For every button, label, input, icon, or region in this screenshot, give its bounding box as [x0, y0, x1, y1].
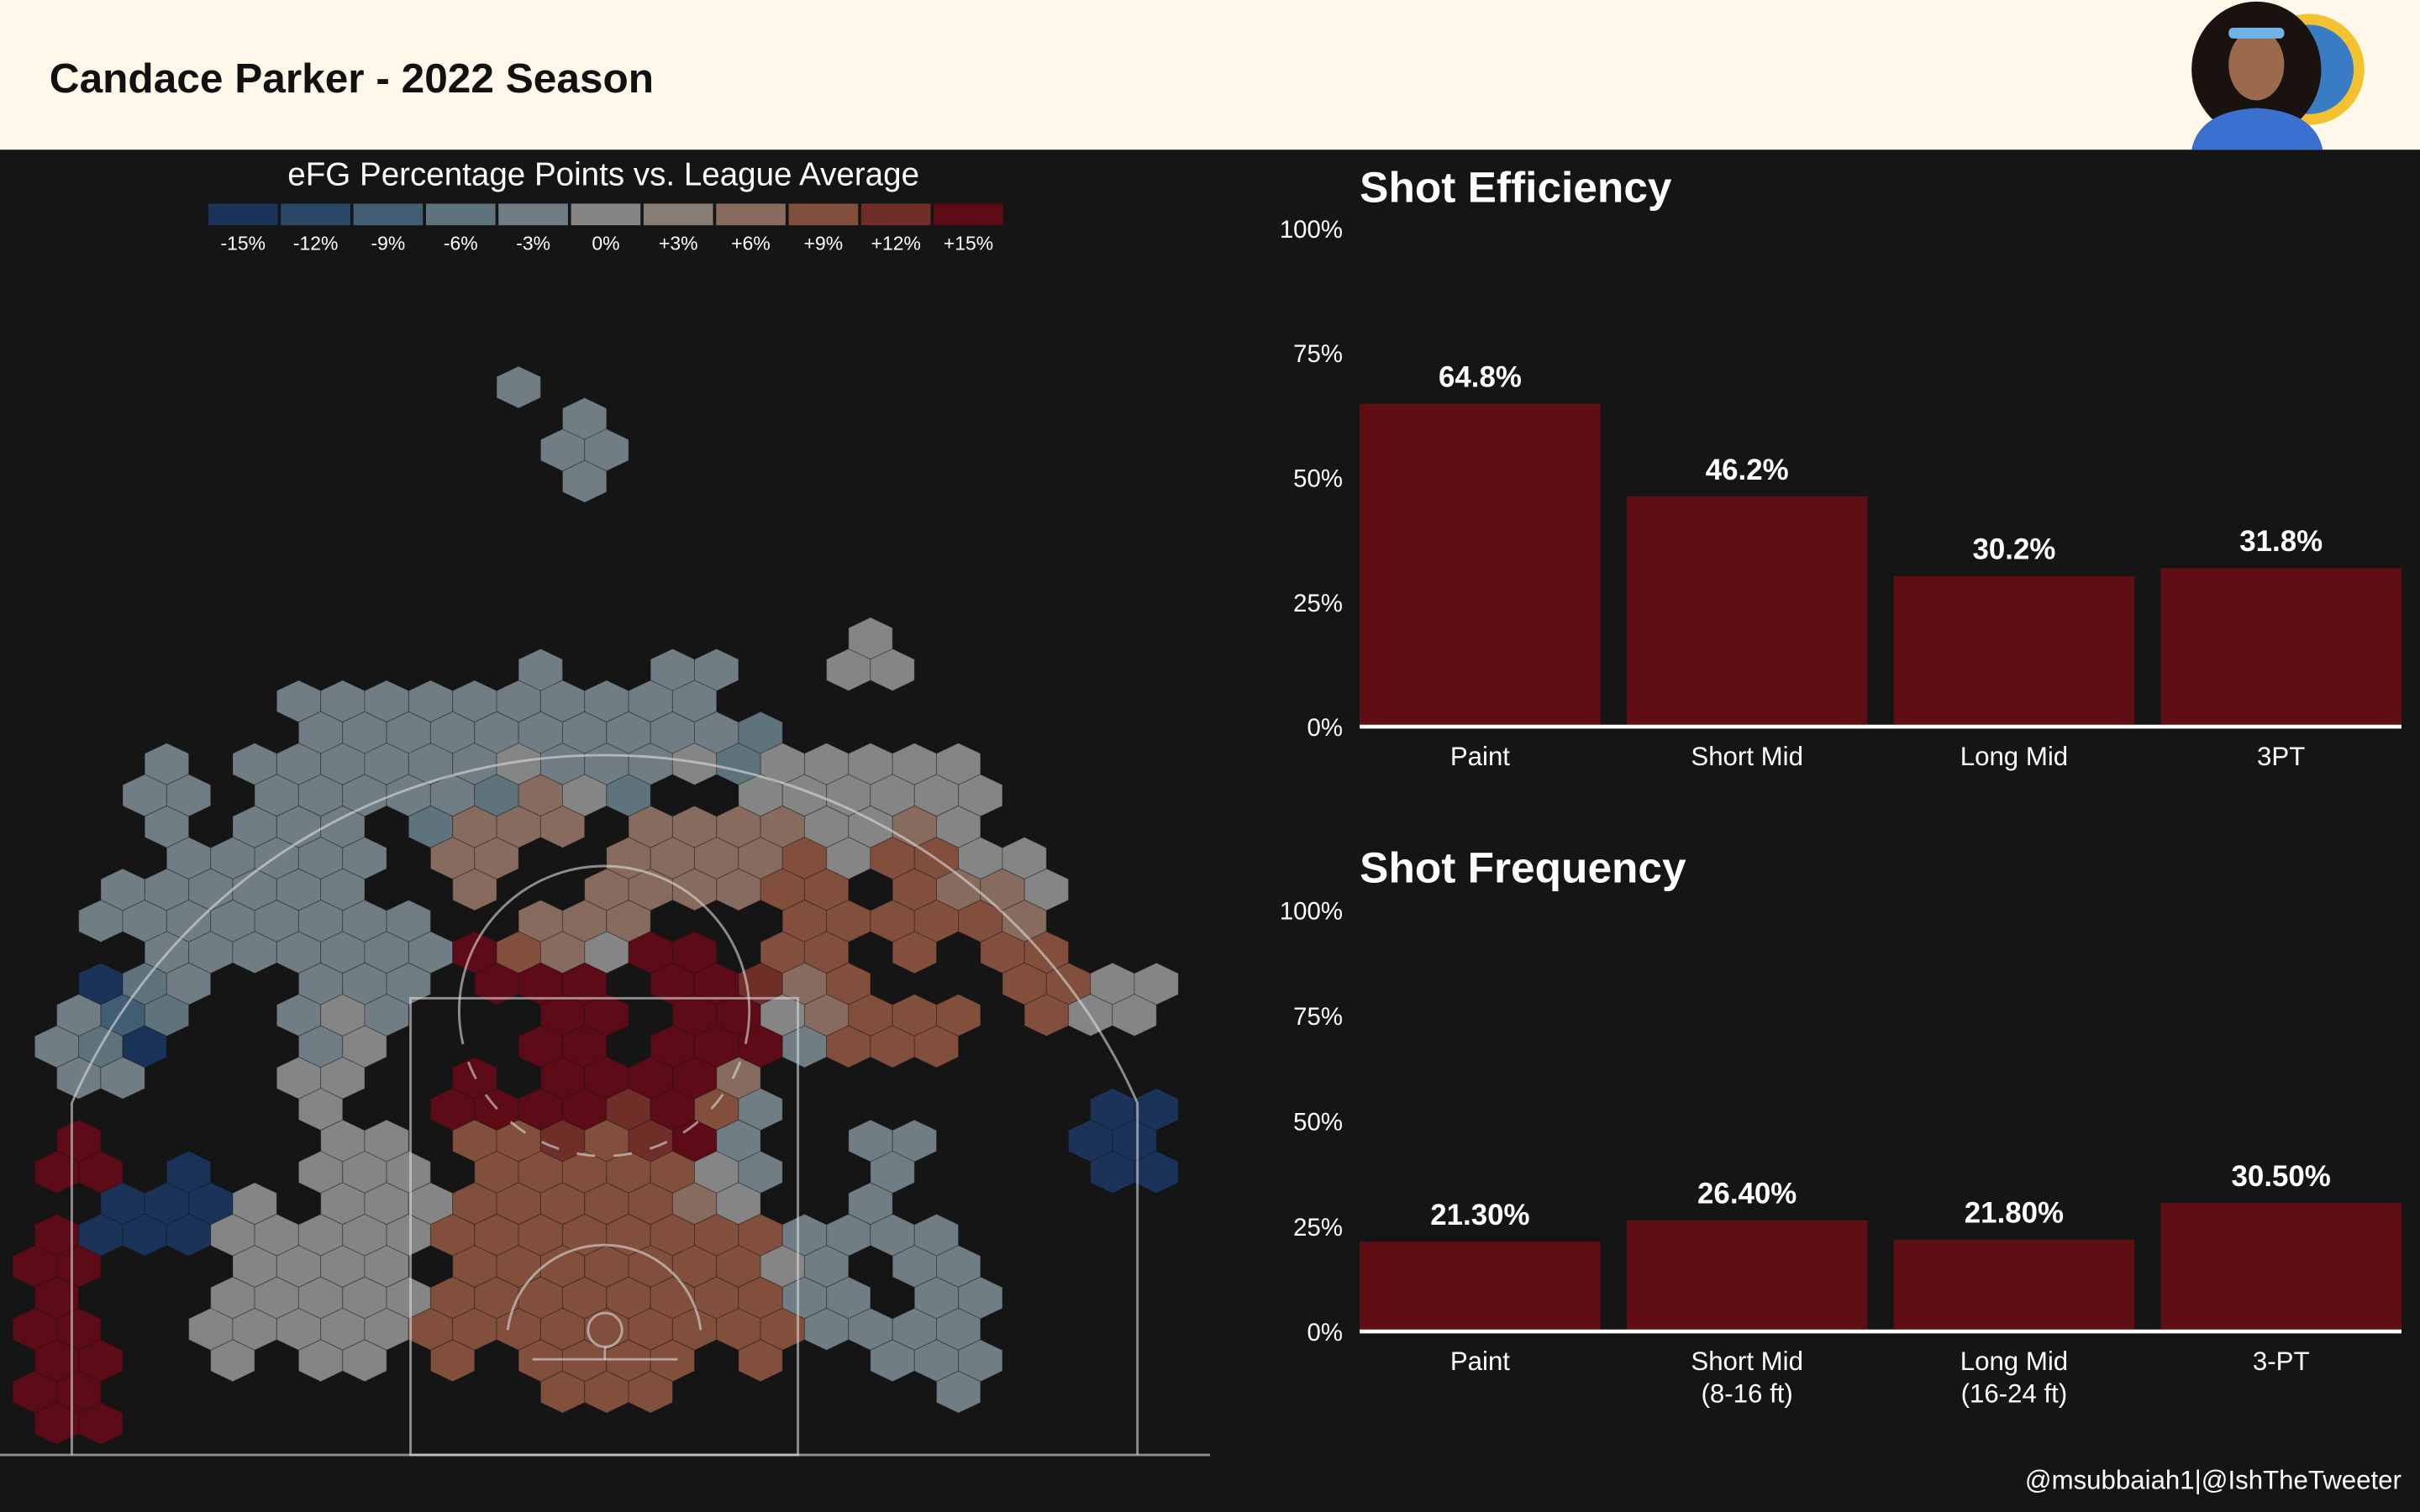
legend-swatch — [860, 203, 931, 226]
headband — [2228, 28, 2285, 39]
y-tick-label: 75% — [1293, 1003, 1343, 1031]
y-tick-label: 25% — [1293, 1214, 1343, 1242]
category-label: Short Mid — [1691, 1347, 1803, 1376]
bar-value-label: 26.40% — [1697, 1178, 1797, 1210]
bar-long-mid — [1893, 1239, 2135, 1332]
bar-3-pt — [2160, 1203, 2402, 1332]
hexbin — [1112, 993, 1157, 1037]
legend-label: 0% — [592, 233, 619, 255]
category-label: Short Mid — [1691, 742, 1803, 771]
legend-swatch — [208, 203, 278, 226]
category-label: Long Mid — [1960, 742, 2068, 771]
bar-3pt — [2160, 568, 2402, 727]
legend-label: +3% — [659, 233, 698, 255]
category-label: Paint — [1450, 742, 1510, 771]
bar-short-mid — [1626, 1220, 1868, 1332]
hexbin — [496, 365, 541, 409]
category-label: Long Mid — [1960, 1347, 2068, 1376]
legend-label: +15% — [944, 233, 993, 255]
shot-frequency-chart: Shot Frequency 0% 25% 50% 75% 100% 21.30% Pain… — [1280, 843, 2402, 1409]
legend-label: -6% — [444, 233, 478, 255]
hexbin — [78, 1401, 124, 1446]
free-throw-circle — [458, 864, 751, 1026]
hexbin — [452, 868, 497, 911]
legend-title: eFG Percentage Points vs. League Average — [287, 156, 919, 192]
hexbin — [539, 805, 586, 848]
chart-title: Shot Efficiency — [1360, 163, 1672, 212]
header: Candace Parker - 2022 Season — [0, 0, 2420, 150]
y-tick-label: 100% — [1280, 216, 1343, 244]
y-tick-label: 0% — [1307, 1319, 1342, 1347]
hexbin — [429, 1339, 476, 1383]
y-tick-label: 0% — [1307, 714, 1342, 742]
hexbin — [628, 1370, 673, 1414]
color-legend: eFG Percentage Points vs. League Average… — [208, 156, 1003, 255]
hexbin — [738, 1339, 783, 1383]
court-lines — [0, 753, 1210, 1457]
three-point-line — [70, 753, 1139, 1456]
credit-text: @msubbaiah1|@IshTheTweeter — [2025, 1465, 2402, 1494]
category-sublabel: (8-16 ft) — [1702, 1379, 1793, 1409]
paint — [409, 996, 800, 1457]
legend-label: -3% — [516, 233, 550, 255]
legend-swatch — [716, 203, 786, 226]
category-sublabel: (16-24 ft) — [1961, 1379, 2068, 1409]
legend-swatch — [281, 203, 350, 226]
hexbin — [1134, 1150, 1179, 1194]
bar-paint — [1360, 403, 1601, 727]
category-label: 3PT — [2257, 742, 2305, 771]
legend-label: -9% — [371, 233, 406, 255]
y-tick-label: 75% — [1293, 340, 1343, 368]
restricted-area — [506, 1243, 702, 1331]
page-title: Candace Parker - 2022 Season — [50, 55, 654, 102]
hexbin — [892, 931, 938, 974]
header-bar — [0, 0, 2420, 150]
hexbin-layer — [12, 365, 1179, 1446]
face — [2228, 29, 2285, 101]
legend-label: -15% — [221, 233, 266, 255]
legend-label: -12% — [293, 233, 339, 255]
legend-label: +6% — [731, 233, 771, 255]
y-tick-label: 50% — [1293, 465, 1343, 492]
bar-value-label: 30.50% — [2232, 1160, 2331, 1193]
hexbin — [870, 648, 915, 692]
hexbin — [100, 1056, 145, 1100]
legend-swatch — [571, 203, 641, 226]
legend-swatch — [643, 203, 713, 226]
hexbin — [561, 459, 608, 503]
bar-value-label: 30.2% — [1972, 533, 2055, 566]
bar-value-label: 21.80% — [1965, 1197, 2064, 1230]
category-label: 3-PT — [2253, 1347, 2310, 1376]
bar-short-mid — [1626, 496, 1868, 727]
bar-value-label: 21.30% — [1430, 1199, 1529, 1231]
bar-long-mid — [1893, 575, 2135, 727]
y-tick-label: 25% — [1293, 590, 1343, 617]
hexbin — [935, 1370, 981, 1414]
legend-swatch — [425, 203, 496, 226]
category-label: Paint — [1450, 1347, 1510, 1376]
legend-label: +12% — [871, 233, 921, 255]
bar-value-label: 64.8% — [1439, 360, 1522, 393]
bar-value-label: 31.8% — [2239, 525, 2323, 558]
jersey — [2191, 108, 2323, 150]
player-headshot — [2191, 1, 2365, 150]
hexbin — [913, 1025, 960, 1068]
shot-efficiency-chart: Shot Efficiency 0% 25% 50% 75% 100% 64.8% Pain… — [1280, 163, 2402, 771]
y-tick-label: 50% — [1293, 1108, 1343, 1136]
chart-title: Shot Frequency — [1360, 843, 1686, 892]
hexbin — [210, 1339, 255, 1383]
legend-swatch — [934, 203, 1003, 226]
hexbin — [342, 1339, 387, 1383]
bar-paint — [1360, 1242, 1601, 1332]
legend-swatch — [498, 203, 568, 226]
legend-swatch — [353, 203, 424, 226]
y-tick-label: 100% — [1280, 898, 1343, 926]
bar-value-label: 46.2% — [1706, 454, 1789, 486]
legend-swatch — [788, 203, 859, 226]
legend-label: +9% — [804, 233, 844, 255]
